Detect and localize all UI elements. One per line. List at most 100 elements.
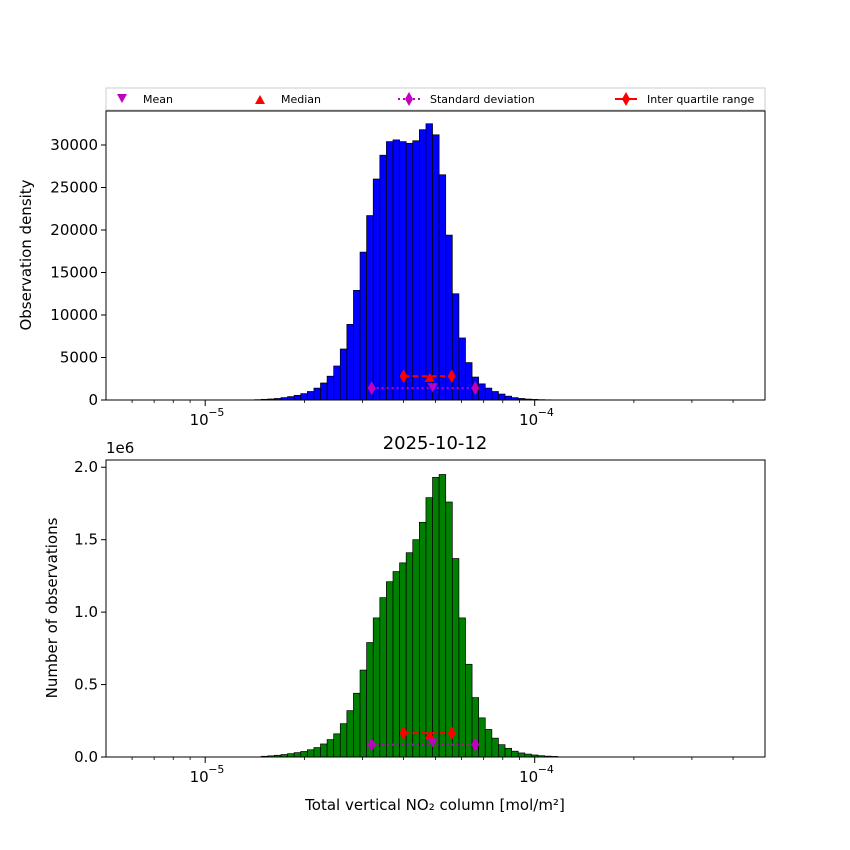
- top-bar: [504, 395, 512, 401]
- top-y-tick-label: 20000: [50, 221, 98, 239]
- bottom-bar: [432, 477, 440, 758]
- top-y-tick-label: 0: [88, 391, 98, 409]
- top-bar: [498, 393, 506, 401]
- bottom-x-tick-exponent: −5: [208, 763, 224, 776]
- bottom-bar: [392, 571, 400, 758]
- top-bar: [458, 337, 466, 401]
- bottom-bar: [451, 558, 460, 758]
- top-y-tick-label: 30000: [50, 136, 98, 154]
- top-stats: [367, 369, 480, 396]
- top-median-marker: [424, 372, 435, 382]
- top-bar: [379, 154, 387, 401]
- top-bar: [399, 141, 407, 401]
- bottom-bar: [478, 717, 486, 758]
- bottom-bar: [379, 597, 387, 758]
- bottom-bar: [313, 747, 321, 758]
- top-y-tick-label: 10000: [50, 306, 98, 324]
- bottom-std-low-marker: [367, 737, 376, 752]
- bottom-plot-title: 2025-10-12: [383, 433, 488, 454]
- legend-mean-marker: [117, 94, 127, 103]
- top-bar: [313, 387, 321, 401]
- top-y-tick-label: 15000: [50, 264, 98, 282]
- bottom-bar: [320, 743, 328, 758]
- top-bar: [412, 140, 420, 401]
- top-bar: [372, 178, 381, 401]
- bottom-x-tick-exponent: −4: [538, 763, 554, 776]
- bottom-stats: [367, 726, 480, 752]
- bottom-iqr-low-marker: [399, 726, 408, 741]
- bottom-bars: [260, 474, 559, 758]
- bottom-y-multiplier: 1e6: [106, 439, 134, 457]
- top-x-ticks: 10 −5 10 −4: [131, 400, 734, 429]
- bottom-bar: [425, 497, 433, 758]
- bottom-y-tick-label: 1.5: [74, 531, 98, 549]
- top-bar: [386, 141, 394, 401]
- bottom-bar: [465, 663, 473, 758]
- legend-median-marker: [255, 95, 265, 104]
- top-y-axis-label: Observation density: [17, 179, 35, 330]
- top-bar: [320, 382, 328, 401]
- top-bar: [300, 393, 308, 401]
- bottom-bar: [353, 692, 361, 758]
- bottom-bar: [517, 752, 526, 758]
- top-bar: [432, 134, 440, 401]
- bottom-bar: [484, 729, 493, 758]
- bottom-y-tick-label: 0.5: [74, 676, 98, 694]
- legend: Mean Median Standard deviation Inter qua…: [105, 87, 766, 111]
- bottom-bar: [326, 739, 335, 758]
- top-bar: [478, 383, 486, 401]
- top-bar: [366, 215, 374, 401]
- legend-iqr-marker: [622, 92, 630, 106]
- top-bar: [339, 348, 348, 401]
- bottom-x-ticks: 10 −5 10 −4: [131, 757, 734, 786]
- top-x-tick-label: 10: [190, 411, 209, 429]
- top-y-tick-label: 25000: [50, 179, 98, 197]
- bottom-x-tick-label: 10: [190, 768, 209, 786]
- legend-std-marker: [405, 92, 413, 106]
- bottom-bar: [511, 750, 519, 758]
- top-bar: [306, 391, 315, 401]
- bottom-y-tick-label: 2.0: [74, 458, 98, 476]
- bottom-bar: [412, 539, 420, 758]
- top-iqr-low-marker: [399, 369, 408, 384]
- top-x-tick-label: 10: [519, 411, 538, 429]
- top-bar: [465, 362, 473, 401]
- legend-box: [105, 87, 766, 111]
- top-x-tick-exponent: −5: [208, 406, 224, 419]
- bottom-std-high-marker: [471, 737, 480, 752]
- top-bar: [484, 387, 493, 401]
- bottom-bar: [438, 474, 447, 758]
- top-bar: [353, 290, 361, 401]
- legend-mean-label: Mean: [143, 93, 173, 106]
- top-bar: [326, 375, 335, 401]
- top-bar: [425, 123, 433, 401]
- top-bar: [419, 129, 427, 401]
- top-bar: [346, 324, 354, 401]
- bottom-plot: 2025-10-12 1e6 0.00.51.01.52.0 10 −5 10 −4 …: [43, 433, 766, 814]
- bottom-y-tick-label: 1.0: [74, 603, 98, 621]
- bottom-x-tick-label: 10: [519, 768, 538, 786]
- bottom-bar: [445, 501, 453, 758]
- bottom-bar: [293, 752, 302, 758]
- top-bar: [438, 174, 447, 401]
- bottom-bar: [306, 749, 315, 758]
- bottom-bar: [300, 751, 308, 758]
- top-bar: [451, 293, 460, 401]
- bottom-y-tick-label: 0.0: [74, 748, 98, 766]
- bottom-bar: [359, 669, 367, 758]
- bottom-bar: [333, 733, 341, 758]
- top-bars: [254, 123, 552, 401]
- bottom-x-axis-label: Total vertical NO₂ column [mol/m²]: [304, 796, 565, 814]
- bottom-bar: [372, 617, 381, 758]
- top-bar: [287, 396, 295, 401]
- top-y-ticks: 0 5000 10000 15000 20000 25000 30000: [50, 136, 106, 409]
- top-x-tick-exponent: −4: [538, 406, 554, 419]
- bottom-bar: [386, 581, 394, 758]
- top-std-low-marker: [367, 381, 376, 396]
- top-mean-marker: [427, 383, 438, 393]
- bottom-iqr-high-marker: [447, 726, 456, 741]
- bottom-bar: [491, 737, 499, 758]
- bottom-bar: [405, 552, 414, 758]
- top-y-tick-label: 5000: [60, 349, 98, 367]
